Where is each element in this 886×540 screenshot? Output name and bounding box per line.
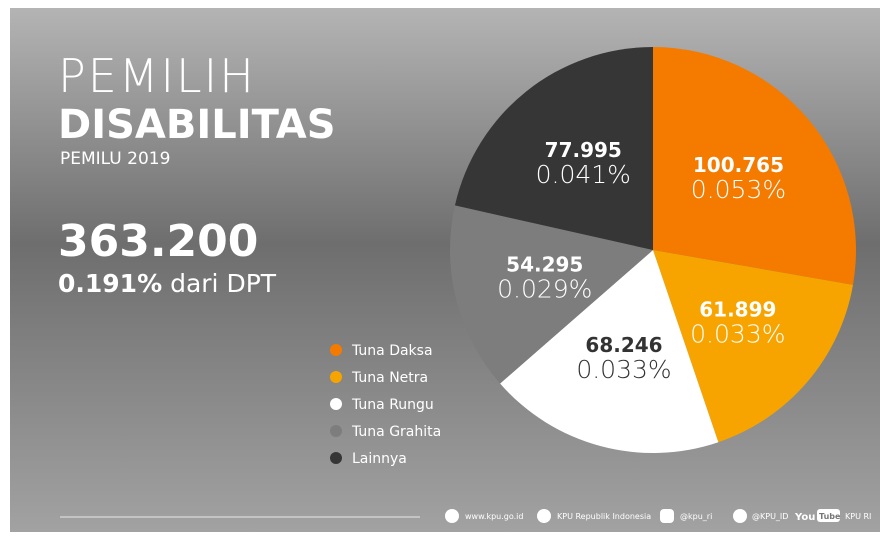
- legend-swatch: [330, 371, 342, 383]
- pie-slice: [653, 47, 856, 285]
- footer-website[interactable]: www.kpu.go.id: [465, 512, 523, 521]
- web-icon[interactable]: [445, 509, 459, 523]
- legend-label: Tuna Daksa: [351, 343, 433, 359]
- footer-twitter[interactable]: @KPU_ID: [752, 512, 788, 521]
- legend-label: Lainnya: [352, 451, 407, 467]
- instagram-icon[interactable]: [660, 509, 674, 523]
- youtube-you[interactable]: You: [794, 512, 815, 523]
- percent-label: 0.029%: [497, 274, 592, 303]
- legend-label: Tuna Netra: [351, 370, 428, 386]
- legend-label: Tuna Rungu: [351, 397, 434, 413]
- pie-slice: [450, 205, 653, 384]
- youtube-tube[interactable]: Tube: [819, 512, 841, 521]
- share: 0.191%: [58, 269, 162, 298]
- pie-slice: [653, 250, 853, 443]
- legend-label: Tuna Grahita: [351, 424, 441, 440]
- title-bold: DISABILITAS: [58, 102, 336, 148]
- legend-swatch: [330, 344, 342, 356]
- share-suffix: dari DPT: [170, 269, 277, 298]
- footer-facebook[interactable]: KPU Republik Indonesia: [557, 512, 651, 521]
- footer-instagram[interactable]: @kpu_ri: [680, 512, 712, 521]
- legend-swatch: [330, 398, 342, 410]
- value-label: 100.765: [693, 153, 784, 177]
- percent-label: 0.041%: [536, 160, 631, 189]
- footer: www.kpu.go.id KPU Republik Indonesia @kp…: [445, 509, 871, 523]
- title-light: PEMILIH: [58, 49, 256, 103]
- value-label: 54.295: [506, 252, 583, 276]
- share-line: 0.191% dari DPT: [58, 269, 277, 298]
- twitter-icon[interactable]: [733, 509, 747, 523]
- facebook-icon[interactable]: [537, 509, 551, 523]
- percent-label: 0.053%: [691, 175, 786, 204]
- value-label: 61.899: [699, 298, 776, 322]
- percent-label: 0.033%: [690, 320, 785, 349]
- pie-slice: [500, 250, 719, 453]
- subtitle: PEMILU 2019: [60, 149, 170, 169]
- value-label: 68.246: [585, 333, 662, 357]
- total: 363.200: [58, 216, 258, 267]
- percent-label: 0.033%: [576, 355, 671, 384]
- youtube-badge[interactable]: [817, 509, 840, 522]
- value-label: 77.995: [545, 138, 622, 162]
- legend-swatch: [330, 425, 342, 437]
- pie: 100.7650.053%61.8990.033%68.2460.033%54.…: [450, 47, 856, 453]
- legend-swatch: [330, 452, 342, 464]
- legend: Tuna Daksa Tuna Netra Tuna Rungu Tuna Grahi…: [330, 343, 441, 467]
- footer-youtube[interactable]: KPU RI: [845, 512, 871, 521]
- pie-slice: [454, 47, 653, 250]
